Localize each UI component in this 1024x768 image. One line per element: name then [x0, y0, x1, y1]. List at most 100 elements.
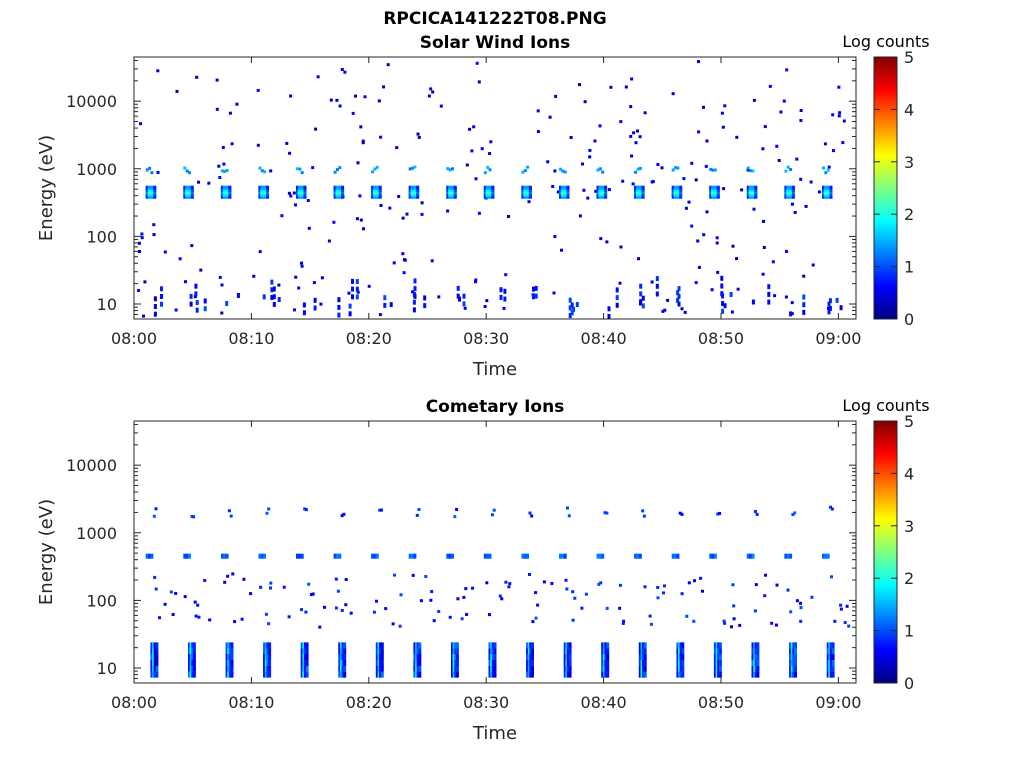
spectrogram-cell: [754, 188, 758, 192]
spectrogram-cell: [420, 212, 424, 216]
spectrogram-cell: [792, 665, 796, 672]
spectrogram-cell: [236, 293, 240, 298]
spectrogram-cell: [333, 194, 337, 199]
spectrogram-cell: [491, 185, 495, 190]
spectrogram-cell: [716, 190, 720, 195]
spectrogram-cell: [305, 642, 309, 649]
spectrogram-cell: [639, 188, 643, 192]
spectrogram-cell: [147, 194, 151, 199]
spectrogram-cell: [786, 194, 790, 199]
spectrogram-cell: [413, 659, 417, 666]
spectrogram-cell: [826, 659, 830, 666]
spectrogram-cell: [756, 654, 760, 660]
spectrogram-cell: [338, 671, 342, 678]
y-tick-label: 10: [97, 295, 117, 314]
spectrogram-cell: [831, 665, 835, 672]
spectrogram-cell: [713, 665, 717, 672]
spectrogram-cell: [571, 590, 575, 594]
spectrogram-cell: [145, 188, 149, 192]
spectrogram-cell: [709, 167, 713, 171]
spectrogram-cell: [266, 192, 269, 197]
spectrogram-cell: [829, 654, 833, 660]
spectrogram-cell: [337, 312, 341, 318]
spectrogram-cell: [225, 659, 229, 666]
spectrogram-cell: [491, 671, 495, 678]
spectrogram-cell: [153, 190, 157, 195]
spectrogram-cell: [525, 188, 529, 192]
spectrogram-cell: [337, 304, 341, 310]
spectrogram-cell: [639, 300, 642, 306]
spectrogram-cell: [148, 166, 152, 170]
spectrogram-cell: [323, 605, 326, 609]
spectrogram-cell: [604, 192, 608, 197]
spectrogram-cell: [270, 279, 274, 285]
spectrogram-cell: [303, 185, 307, 190]
spectrogram-cell: [504, 580, 508, 584]
spectrogram-cell: [685, 614, 689, 618]
spectrogram-cell: [228, 192, 232, 197]
spectrogram-cell: [529, 659, 533, 666]
spectrogram-cell: [599, 237, 603, 241]
spectrogram-cell: [374, 192, 378, 197]
spectrogram-cell: [185, 553, 189, 559]
spectrogram-cell: [293, 308, 296, 312]
spectrogram-cell: [559, 553, 562, 559]
spectrogram-cell: [223, 580, 227, 584]
spectrogram-cell: [190, 190, 194, 195]
spectrogram-cell: [521, 192, 525, 197]
spectrogram-cell: [601, 671, 605, 678]
spectrogram-cell: [676, 553, 680, 559]
spectrogram-cell: [605, 606, 609, 610]
spectrogram-cell: [799, 177, 803, 181]
spectrogram-cell: [713, 188, 716, 192]
spectrogram-cell: [561, 169, 565, 173]
spectrogram-cell: [784, 169, 788, 173]
spectrogram-cell: [188, 665, 191, 672]
spectrogram-cell: [799, 619, 803, 623]
spectrogram-cell: [570, 310, 574, 316]
spectrogram-cell: [153, 665, 157, 672]
spectrogram-cell: [525, 190, 529, 195]
spectrogram-cell: [829, 505, 832, 509]
spectrogram-cell: [263, 170, 267, 174]
spectrogram-cell: [636, 194, 639, 199]
spectrogram-cell: [280, 214, 284, 218]
spectrogram-cell: [676, 654, 680, 660]
spectrogram-cell: [671, 194, 675, 199]
spectrogram-cell: [729, 292, 733, 297]
spectrogram-cell: [793, 511, 797, 515]
spectrogram-cell: [145, 190, 149, 195]
spectrogram-cell: [709, 190, 713, 195]
spectrogram-cell: [825, 185, 829, 190]
spectrogram-cell: [416, 132, 420, 136]
spectrogram-cell: [550, 582, 554, 585]
spectrogram-cell: [187, 192, 191, 197]
spectrogram-cell: [636, 167, 640, 171]
spectrogram-cell: [594, 189, 598, 193]
spectrogram-cell: [262, 194, 266, 199]
spectrogram-cell: [195, 300, 199, 305]
spectrogram-cell: [448, 194, 452, 199]
spectrogram-cell: [373, 167, 377, 171]
spectrogram-cell: [415, 659, 419, 666]
spectrogram-cell: [264, 185, 268, 190]
spectrogram-cell: [203, 306, 207, 312]
spectrogram-cell: [373, 192, 376, 197]
spectrogram-cell: [523, 169, 527, 173]
spectrogram-cell: [564, 194, 568, 199]
spectrogram-cell: [567, 648, 570, 655]
spectrogram-cell: [603, 511, 607, 515]
spectrogram-cell: [160, 294, 163, 299]
spectrogram-cell: [411, 166, 415, 170]
spectrogram-cell: [713, 659, 717, 666]
spectrogram-cell: [521, 190, 525, 195]
spectrogram-cell: [416, 185, 420, 190]
spectrogram-cell: [528, 194, 532, 199]
spectrogram-cell: [531, 654, 534, 660]
spectrogram-cell: [408, 190, 412, 195]
spectrogram-cell: [304, 659, 307, 666]
spectrogram-cell: [559, 194, 562, 199]
spectrogram-cell: [456, 597, 460, 601]
spectrogram-cell: [398, 624, 402, 628]
spectrogram-cell: [779, 110, 783, 114]
